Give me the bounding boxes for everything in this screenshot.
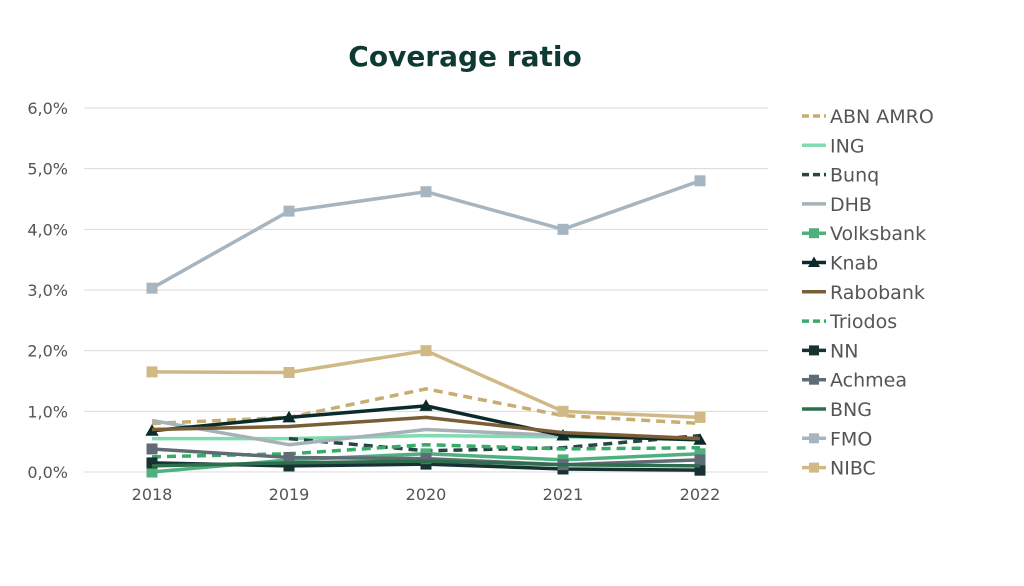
legend-item: NIBC <box>802 458 876 480</box>
legend-label: ING <box>830 135 865 157</box>
series-fmo <box>146 175 706 294</box>
chart-title: Coverage ratio <box>348 40 581 73</box>
legend-label: DHB <box>830 194 872 216</box>
y-tick-label: 0,0% <box>27 463 68 482</box>
series-rabobank <box>151 415 701 441</box>
x-tick-label: 2022 <box>680 485 721 504</box>
data-point <box>282 410 296 423</box>
data-point <box>809 345 819 356</box>
data-point <box>557 405 569 417</box>
x-tick-label: 2018 <box>132 485 173 504</box>
data-point <box>809 374 819 385</box>
y-tick-label: 5,0% <box>27 160 68 179</box>
data-point <box>809 228 819 239</box>
y-tick-label: 1,0% <box>27 402 68 421</box>
legend-item: Triodos <box>802 311 897 333</box>
legend-item: NN <box>802 340 858 362</box>
legend-label: BNG <box>830 399 872 421</box>
legend-label: ABN AMRO <box>830 106 934 128</box>
data-point <box>694 175 706 187</box>
data-point <box>556 429 570 441</box>
series-bng <box>151 459 701 468</box>
legend-label: FMO <box>830 428 872 450</box>
data-point <box>146 366 158 378</box>
legend-item: DHB <box>802 194 872 216</box>
legend-label: Bunq <box>830 165 879 187</box>
legend-label: Volksbank <box>830 223 926 245</box>
data-point <box>283 367 295 379</box>
series-abn-amro <box>151 387 701 426</box>
series-line <box>151 387 701 426</box>
data-point <box>283 205 295 217</box>
data-point <box>146 443 158 455</box>
data-point <box>283 460 295 472</box>
legend: ABN AMRO ING Bunq DHB Volksbank Knab Rabobank T… <box>802 106 934 480</box>
legend-item: ING <box>802 135 865 157</box>
y-tick-label: 3,0% <box>27 281 68 300</box>
series-line <box>151 415 701 441</box>
data-point <box>557 223 569 235</box>
data-point <box>283 451 295 463</box>
data-point <box>420 345 432 357</box>
data-point <box>694 448 706 460</box>
legend-item: FMO <box>802 428 872 450</box>
y-tick-label: 6,0% <box>27 99 68 118</box>
legend-label: Triodos <box>829 311 897 333</box>
data-point <box>694 454 706 466</box>
series-lines <box>145 175 707 478</box>
legend-label: NIBC <box>830 458 876 480</box>
legend-item: BNG <box>802 399 872 421</box>
data-point <box>146 282 158 294</box>
series-line <box>288 433 701 453</box>
x-tick-label: 2021 <box>543 485 584 504</box>
y-axis: 0,0% 1,0% 2,0% 3,0% 4,0% 5,0% 6,0% <box>27 99 68 482</box>
legend-item: Volksbank <box>802 223 926 245</box>
data-point <box>146 457 158 469</box>
legend-item: Rabobank <box>802 282 925 304</box>
legend-item: ABN AMRO <box>802 106 934 128</box>
data-point <box>808 256 820 267</box>
legend-label: Rabobank <box>830 282 925 304</box>
data-point <box>146 466 158 478</box>
series-line <box>151 459 701 468</box>
data-point <box>809 433 819 444</box>
x-tick-label: 2020 <box>406 485 447 504</box>
data-point <box>694 464 706 476</box>
data-point <box>145 424 159 436</box>
legend-label: NN <box>830 340 858 362</box>
y-tick-label: 4,0% <box>27 220 68 239</box>
legend-item: Achmea <box>802 370 907 392</box>
legend-label: Knab <box>830 253 878 275</box>
x-axis: 2018 2019 2020 2021 2022 <box>132 485 721 504</box>
data-point <box>809 462 819 473</box>
y-tick-label: 2,0% <box>27 342 68 361</box>
series-bunq <box>288 433 701 453</box>
data-point <box>419 399 433 411</box>
series-nibc <box>146 345 706 423</box>
data-point <box>694 411 706 423</box>
series-knab <box>145 399 707 445</box>
legend-item: Bunq <box>802 165 879 187</box>
data-point <box>420 186 432 198</box>
legend-label: Achmea <box>830 370 907 392</box>
data-point <box>693 433 707 445</box>
data-point <box>420 453 432 465</box>
x-tick-label: 2019 <box>269 485 310 504</box>
legend-item: Knab <box>802 253 878 275</box>
